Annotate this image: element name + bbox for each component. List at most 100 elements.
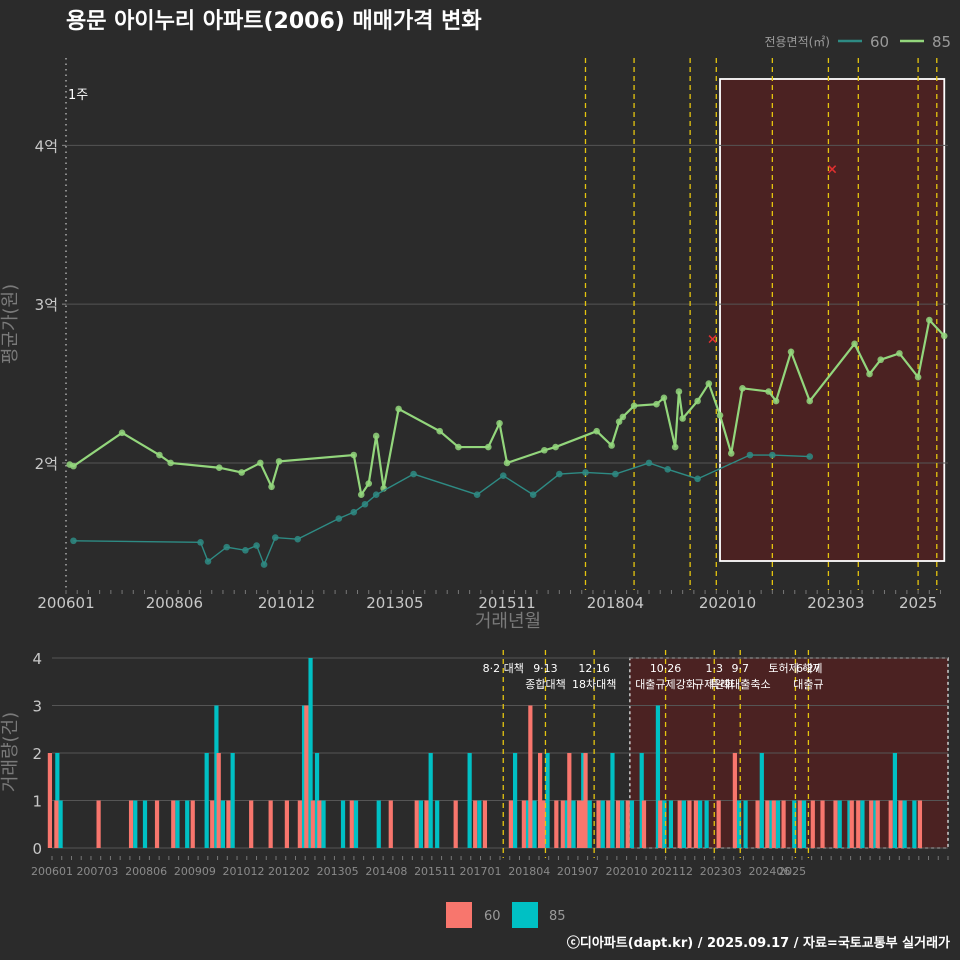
volume-bar-85: [775, 800, 781, 848]
series-point-60: [806, 453, 814, 460]
series-point-60: [612, 470, 619, 478]
volume-legend-60-swatch: [446, 902, 472, 928]
volume-bar-60: [856, 800, 861, 848]
volume-bar-60: [154, 800, 160, 848]
volume-bar-85: [629, 800, 635, 848]
volume-bar-85: [759, 753, 764, 848]
price-y-tick-label: 4억: [35, 137, 58, 155]
volume-bar-85: [133, 800, 138, 848]
series-point-85: [630, 402, 638, 410]
volume-bar-60: [765, 800, 770, 848]
policy-label: 1·3: [706, 662, 724, 675]
volume-bar-60: [641, 800, 647, 848]
volume-bar-60: [47, 753, 52, 848]
volume-bar-60: [875, 800, 880, 848]
volume-legend-85-swatch: [512, 902, 538, 928]
price-x-tick-label: 2025: [899, 594, 937, 612]
volume-bar-60: [732, 753, 737, 848]
volume-bar-85: [620, 800, 625, 848]
volume-bar-85: [681, 800, 686, 848]
volume-bar-85: [571, 800, 576, 848]
policy-label: 토허제 해제: [768, 661, 822, 675]
volume-bar-85: [314, 753, 320, 848]
price-x-axis-label: 거래년월: [475, 611, 541, 632]
series-point-85: [940, 332, 948, 340]
volume-x-axis: 200601 200703 200806 200909 201012 201202 2013…: [31, 856, 949, 878]
series-point-85: [727, 450, 735, 457]
series-point-85: [772, 397, 780, 405]
volume-bar-60: [615, 800, 621, 848]
series-point-85: [552, 443, 559, 451]
start-marker-label: 1주: [68, 88, 88, 103]
volume-bar-85: [477, 800, 482, 848]
series-point-85: [350, 451, 358, 459]
policy-label: 9·13: [533, 662, 558, 675]
volume-bar-60: [625, 800, 630, 848]
volume-legend-60-label: 60: [484, 909, 501, 924]
volume-bar-85: [467, 753, 472, 848]
series-point-85: [215, 464, 223, 472]
volume-bar-60: [576, 800, 582, 848]
policy-label: 9·7: [731, 662, 749, 675]
volume-bar-85: [600, 800, 605, 848]
volume-bar-85: [545, 753, 550, 848]
series-point-85: [372, 432, 380, 440]
policy-label: 6·27: [796, 662, 821, 675]
volume-bar-85: [435, 800, 440, 848]
series-point-85: [851, 340, 858, 348]
price-x-tick-label: 201511: [478, 594, 535, 612]
volume-bar-85: [662, 800, 667, 848]
series-point-60: [260, 561, 268, 568]
volume-bar-60: [658, 800, 663, 848]
series-point-60: [499, 472, 507, 479]
policy-label: 종합대책: [525, 678, 565, 691]
volume-bar-85: [792, 800, 797, 848]
series-point-85: [593, 427, 600, 435]
volume-bar-60: [268, 800, 273, 848]
series-point-85: [395, 405, 402, 413]
policy-label: 18차대책: [572, 678, 616, 691]
series-point-60: [645, 459, 653, 467]
volume-x-tick-label: 200909: [174, 865, 216, 878]
series-point-85: [167, 459, 174, 467]
volume-bar-85: [769, 800, 774, 848]
volume-bar-85: [704, 800, 709, 848]
volume-bar-85: [610, 753, 615, 848]
volume-y-tick-label: 3: [32, 698, 42, 716]
volume-bar-85: [801, 800, 807, 848]
volume-bars: [47, 658, 923, 848]
volume-bar-85: [142, 800, 148, 848]
series-point-85: [765, 388, 772, 395]
volume-bar-60: [388, 800, 393, 848]
volume-bar-85: [837, 800, 842, 848]
volume-x-tick-label: 201804: [508, 865, 550, 878]
volume-bar-60: [687, 800, 692, 848]
volume-x-tick-label: 201202: [268, 865, 310, 878]
volume-y-tick-label: 1: [32, 793, 42, 811]
volume-bar-85: [912, 800, 917, 848]
series-point-85: [806, 397, 814, 405]
volume-bar-60: [310, 800, 315, 848]
price-y-axis-label: 평균가(원): [0, 284, 21, 364]
volume-bar-85: [185, 800, 190, 848]
price-series: [66, 316, 948, 568]
series-point-85: [877, 356, 885, 364]
policy-labels: 8·2 대책 9·13 종합대책 12·16 18차대책 10·26 대출규제강화 1·3 규제…: [483, 661, 824, 691]
series-point-85: [787, 348, 795, 356]
series-point-60: [197, 539, 204, 546]
price-x-tick-label: 200601: [37, 594, 94, 612]
volume-bar-60: [528, 705, 533, 848]
series-point-60: [350, 508, 358, 516]
volume-bar-85: [902, 800, 907, 848]
policy-label: 특례대출축소: [710, 678, 771, 691]
price-x-axis: 200601 200806 201012 201305 201511 201804 2020…: [37, 590, 942, 612]
volume-bar-85: [564, 800, 570, 848]
series-point-85: [436, 427, 444, 435]
cancelled-markers: [708, 165, 837, 344]
volume-bar-85: [668, 800, 674, 848]
volume-bar-60: [226, 800, 231, 848]
volume-x-tick-label: 202112: [651, 865, 693, 878]
volume-bar-85: [860, 800, 865, 848]
price-x-tick-label: 201305: [366, 594, 423, 612]
volume-legend-85-label: 85: [549, 909, 566, 924]
